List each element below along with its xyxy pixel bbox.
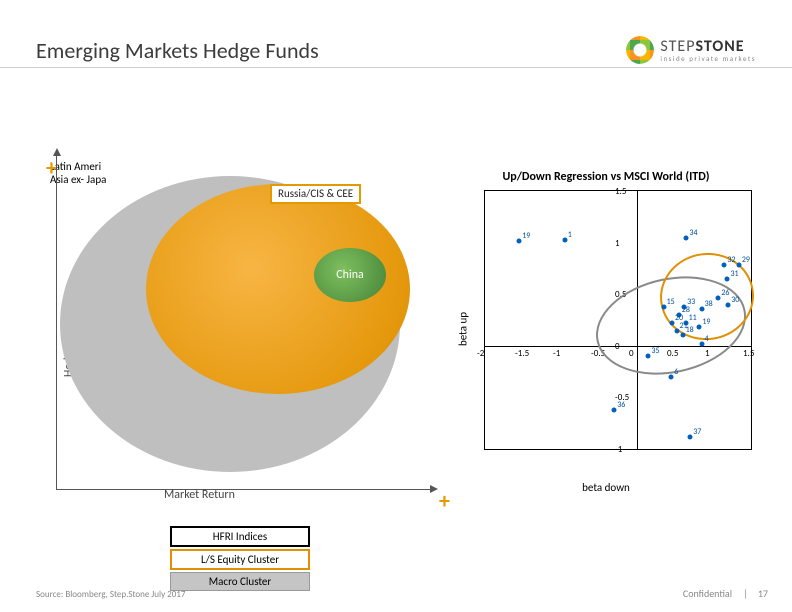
logo-text: STEPSTONE inside private markets: [660, 39, 756, 62]
regression-scatter-chart: Up/Down Regression vs MSCI World (ITD) b…: [450, 178, 762, 480]
scatter-point: [699, 306, 704, 311]
y-tick: 1: [615, 238, 620, 249]
logo-tagline: inside private markets: [660, 55, 756, 62]
scatter-point-label: 11: [689, 313, 697, 323]
scatter-y-label: beta up: [457, 312, 470, 346]
scatter-point-label: 29: [742, 255, 750, 265]
logo-wordmark: STEPSTONE: [660, 39, 756, 55]
scatter-point-label: 4: [705, 334, 709, 344]
scatter-point-label: 30: [731, 295, 739, 305]
scatter-point-label: 15: [667, 297, 675, 307]
y-tick: 1.5: [615, 186, 626, 197]
scatter-point-label: 34: [689, 228, 697, 238]
footer-page-number: 17: [758, 587, 768, 600]
scatter-point: [697, 325, 702, 330]
legend-hfri: HFRI Indices: [170, 526, 310, 547]
region-bubble-china: China: [314, 248, 386, 302]
scatter-point: [669, 321, 674, 326]
legend-ls: L/S Equity Cluster: [170, 549, 310, 570]
scatter-point: [612, 407, 617, 412]
scatter-point-label: 36: [617, 400, 625, 410]
footer-confidential: Confidential: [683, 587, 732, 600]
region-label-china: China: [336, 268, 364, 282]
header-divider: [0, 67, 792, 68]
scatter-point: [726, 302, 731, 307]
x-axis-plus-icon: +: [439, 487, 450, 514]
slide-header: Emerging Markets Hedge Funds STEPSTONE i…: [36, 28, 756, 64]
x-tick: -1.5: [515, 348, 529, 359]
scatter-point-label: 38: [705, 299, 713, 309]
scatter-plot-area: -2-1.5-1-0.500.511.5-1-0.500.511.5191343…: [484, 190, 752, 450]
scatter-point: [562, 237, 567, 242]
scatter-point: [674, 329, 679, 334]
x-tick: 1.5: [743, 348, 754, 359]
scatter-point-label: 26: [721, 288, 729, 298]
footer-divider: |: [743, 587, 748, 600]
scatter-point: [716, 296, 721, 301]
y-tick: -1: [615, 444, 622, 455]
x-tick: -1: [553, 348, 560, 359]
scatter-point: [688, 434, 693, 439]
x-tick: -2: [477, 348, 484, 359]
footer-source: Source: Bloomberg, Step.Stone July 2017: [36, 589, 185, 600]
scatter-point-label: 35: [651, 346, 659, 356]
scatter-title: Up/Down Regression vs MSCI World (ITD): [450, 170, 762, 184]
x-axis-arrow-icon: [430, 485, 438, 493]
scatter-point: [736, 263, 741, 268]
scatter-point-label: 32: [727, 255, 735, 265]
brand-logo: STEPSTONE inside private markets: [626, 36, 756, 64]
page-title: Emerging Markets Hedge Funds: [36, 37, 319, 64]
scatter-point: [680, 333, 685, 338]
scatter-point-label: 19: [522, 231, 530, 241]
region-label-russia: Russia/CIS & CEE: [270, 184, 361, 204]
scatter-point: [684, 236, 689, 241]
scatter-point-label: 19: [702, 317, 710, 327]
x-axis-label: Market Return: [164, 488, 235, 502]
scatter-point-label: 6: [674, 367, 678, 377]
concept-bubble-chart: + Hedge Fund Return Russia/CIS & CEE Lat…: [50, 160, 430, 500]
scatter-point-label: 18: [686, 325, 694, 335]
y-axis-arrow-icon: [53, 148, 61, 156]
scatter-point: [669, 374, 674, 379]
scatter-point: [699, 341, 704, 346]
scatter-point-label: 37: [693, 427, 701, 437]
scatter-x-label: beta down: [582, 481, 630, 494]
scatter-point: [661, 304, 666, 309]
scatter-point: [517, 238, 522, 243]
legend-macro: Macro Cluster: [170, 572, 310, 591]
legend: HFRI Indices L/S Equity Cluster Macro Cl…: [170, 526, 310, 593]
scatter-point-label: 1: [568, 230, 572, 240]
scatter-point: [722, 263, 727, 268]
logo-ring-icon: [626, 36, 654, 64]
scatter-point: [646, 354, 651, 359]
scatter-point: [725, 276, 730, 281]
scatter-point-label: 31: [730, 269, 738, 279]
